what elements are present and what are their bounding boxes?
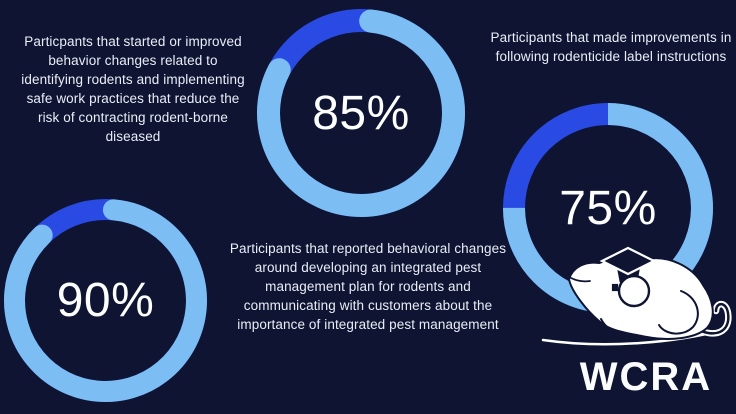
logo-wordmark: WCRA (579, 355, 713, 399)
caption-rodenticide-label: Participants that made improvements in f… (490, 30, 732, 64)
rat-leg-line (600, 318, 626, 336)
donut-chart-90: 90% (3, 198, 208, 403)
graduation-cap-tassel-end (610, 282, 620, 293)
graduation-cap-tassel-cord (613, 265, 616, 284)
caption-ipm-plan: Participants that reported behavioral ch… (229, 241, 507, 332)
donut-ring-icon (257, 8, 465, 217)
rat-haunch-line (658, 290, 699, 335)
ring-progress-arc (4, 199, 207, 402)
caption-behavior-changes: Particpants that started or improved beh… (21, 34, 245, 144)
graduate-rat-icon (541, 246, 732, 346)
percent-value-85: 85% (312, 86, 410, 140)
ring-progress-arc (257, 8, 465, 217)
rat-ear (617, 274, 651, 308)
percent-value-75: 75% (559, 181, 657, 235)
percent-value-90: 90% (56, 274, 155, 327)
donut-chart-85: 85% (252, 4, 470, 222)
donut-ring-icon (4, 199, 207, 402)
rat-snout-line (570, 277, 591, 283)
rat-tail-inner (691, 302, 730, 335)
